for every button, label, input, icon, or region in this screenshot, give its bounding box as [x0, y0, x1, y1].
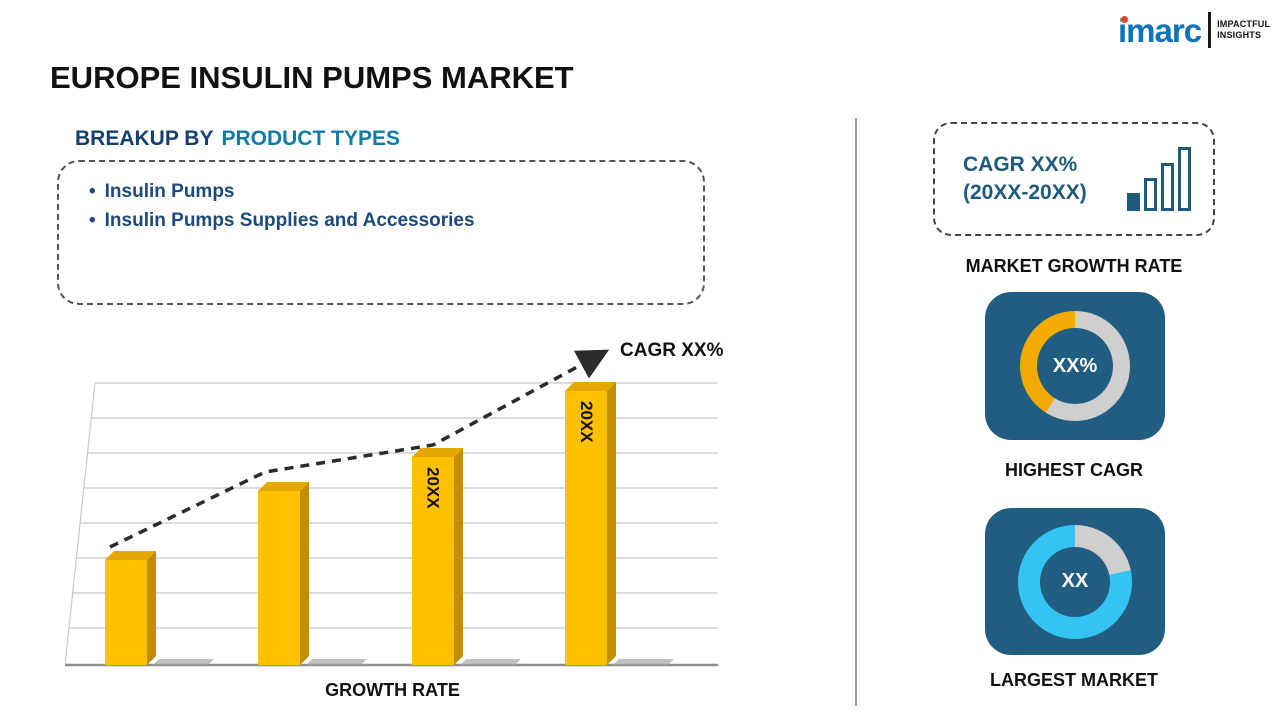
breakup-heading-accent: PRODUCT TYPES	[221, 127, 400, 150]
bar-shadow	[306, 659, 368, 665]
bar-shadow	[153, 659, 214, 665]
bar-1	[105, 559, 214, 665]
growth-rate-chart: 20XX 20XX	[65, 335, 720, 667]
vertical-divider	[855, 118, 857, 706]
bar-4: 20XX	[564, 391, 674, 665]
bar-chart-icon	[1127, 147, 1191, 211]
cagr-box-text: CAGR XX% (20XX-20XX)	[963, 151, 1087, 208]
bar-year-label: 20XX	[423, 466, 443, 509]
breakup-heading: BREAKUP BY PRODUCT TYPES	[75, 127, 400, 151]
market-growth-rate-box: CAGR XX% (20XX-20XX)	[933, 122, 1215, 236]
bar-3: 20XX	[411, 456, 521, 665]
largest-market-value: XX	[1040, 546, 1110, 617]
brand-tagline: IMPACTFUL INSIGHTS	[1217, 19, 1270, 42]
product-types-list: Insulin Pumps Insulin Pumps Supplies and…	[89, 177, 673, 236]
highest-cagr-label: HIGHEST CAGR	[1004, 460, 1143, 480]
largest-market-label: LARGEST MARKET	[990, 670, 1158, 690]
bar-year-label: 20XX	[576, 401, 596, 443]
cagr-box-line1: CAGR XX%	[963, 152, 1078, 176]
logo-divider	[1208, 12, 1212, 48]
list-item: Insulin Pumps	[89, 177, 673, 206]
bar-shadow	[612, 659, 674, 665]
brand-wordmark: imarc	[1118, 11, 1202, 49]
x-axis-label: GROWTH RATE	[325, 680, 460, 700]
bars-layer: 20XX 20XX	[65, 380, 720, 665]
list-item: Insulin Pumps Supplies and Accessories	[89, 206, 673, 235]
tagline-line1: IMPACTFUL	[1217, 18, 1271, 29]
breakup-heading-prefix: BREAKUP BY	[75, 127, 214, 150]
page-title: EUROPE INSULIN PUMPS MARKET	[50, 60, 574, 95]
market-growth-rate-label: MARKET GROWTH RATE	[965, 256, 1183, 276]
largest-market-donut-icon: XX	[1018, 524, 1132, 639]
brand-dot-icon	[1121, 16, 1128, 23]
bar-2	[258, 491, 368, 665]
imarc-logo: imarc IMPACTFUL INSIGHTS	[1118, 12, 1270, 48]
bar-shadow	[459, 659, 521, 665]
cagr-box-line2: (20XX-20XX)	[963, 181, 1087, 204]
product-types-box: Insulin Pumps Insulin Pumps Supplies and…	[57, 160, 705, 305]
largest-market-tile: XX	[985, 508, 1165, 655]
highest-cagr-value: XX%	[1037, 328, 1113, 404]
highest-cagr-donut-icon: XX%	[1020, 311, 1130, 421]
highest-cagr-tile: XX%	[985, 292, 1165, 440]
tagline-line2: INSIGHTS	[1217, 30, 1262, 40]
cagr-trend-label: CAGR XX%	[620, 340, 724, 361]
